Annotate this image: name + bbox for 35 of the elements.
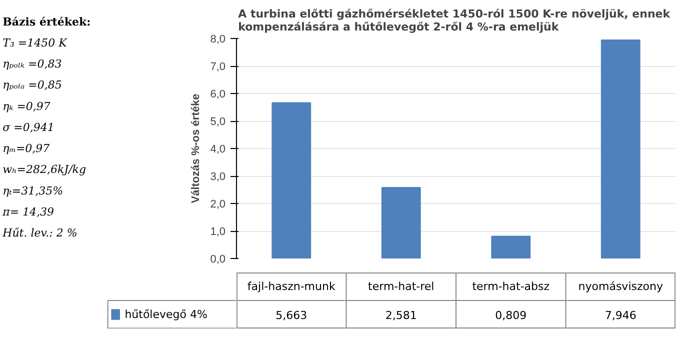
x-tick-label: nyomásviszony xyxy=(578,280,664,293)
y-tick-label: 0,0 xyxy=(210,254,226,266)
y-tick-label: 7,0 xyxy=(210,61,226,73)
y-tick-label: 6,0 xyxy=(210,88,226,100)
y-tick-label: 4,0 xyxy=(210,144,226,156)
data-label: 0,809 xyxy=(495,309,527,322)
y-tick-label: 5,0 xyxy=(210,116,226,128)
y-tick-label: 1,0 xyxy=(210,226,226,238)
text: Bázis értékek: xyxy=(2,15,91,28)
data-label: 5,663 xyxy=(276,309,308,322)
bar xyxy=(600,39,640,258)
data-label: 7,946 xyxy=(604,309,636,322)
text: wₕ=282,6kJ/kg xyxy=(2,163,86,176)
text: ηₘ=0,97 xyxy=(2,142,50,155)
text: T₃ =1450 K xyxy=(2,36,68,50)
x-tick-label: term-hat-absz xyxy=(472,280,550,293)
text: ηₚₒₗₖ =0,83 xyxy=(2,58,62,70)
y-axis-title: Változás %-os értéke xyxy=(190,94,202,204)
legend-label: hűtőlevegő 4% xyxy=(124,308,208,321)
y-tick-label: 3,0 xyxy=(210,171,226,183)
text: Hűt. lev.: 2 % xyxy=(2,226,78,240)
x-tick-label: fajl-haszn-munk xyxy=(247,280,336,293)
text: ηₖ =0,97 xyxy=(2,100,50,113)
bar xyxy=(491,236,531,258)
x-tick-label: term-hat-rel xyxy=(368,280,434,293)
text: σ =0,941 xyxy=(2,120,54,134)
text: ηₜ=31,35% xyxy=(2,184,64,198)
chart-title: A turbina előtti gázhőmérsékletet 1450-ról 1500 K-re növeljük, ennek kompenzálására a hűtőlevegőt 2-ről 4 %-ra emeljük xyxy=(238,8,671,34)
data-label: 2,581 xyxy=(385,309,417,322)
bar xyxy=(381,187,421,258)
y-tick-label: 2,0 xyxy=(210,198,226,210)
y-tick-label: 8,0 xyxy=(210,34,226,46)
text: ηₚₒₗₐ =0,85 xyxy=(2,78,62,92)
text: π= 14,39 xyxy=(2,205,54,218)
bar xyxy=(272,102,312,258)
